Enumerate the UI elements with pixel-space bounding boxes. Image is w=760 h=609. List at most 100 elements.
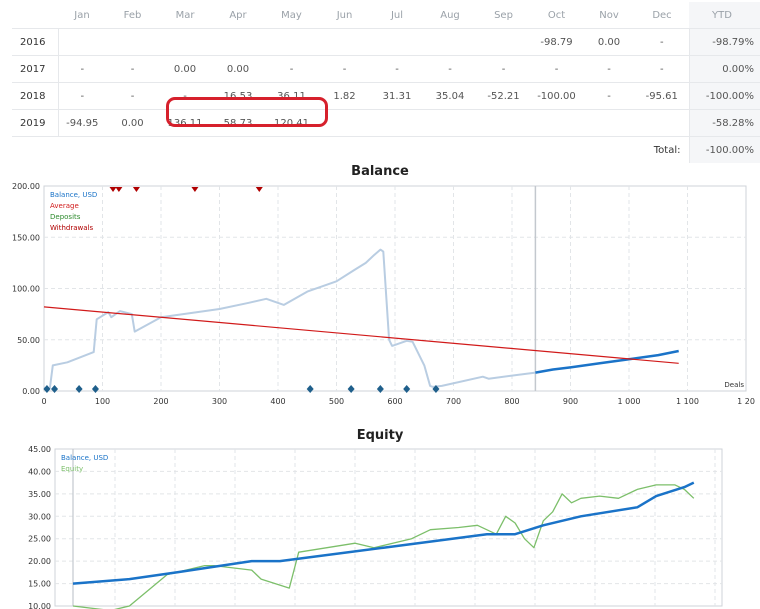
equity-chart-title: Equity [356, 428, 404, 443]
highlight-circle [166, 97, 328, 127]
table-row: 2019 -94.95 0.00 136.11 58.73 120.41 -58.28% [12, 109, 760, 137]
deposit-marker [432, 385, 440, 393]
header-apr: Apr [211, 2, 265, 29]
header-sep: Sep [477, 2, 530, 29]
deposit-marker [376, 385, 384, 393]
cell-may: 120.41 [265, 109, 318, 137]
deposit-marker [306, 385, 314, 393]
header-ytd: YTD [689, 2, 760, 29]
cell-oct: - [530, 55, 583, 83]
header-jul: Jul [371, 2, 423, 29]
cell-dec [635, 109, 689, 137]
legend-entry: Balance, USD [50, 191, 97, 199]
cell-aug: 35.04 [423, 82, 477, 110]
row-year: 2017 [12, 55, 59, 83]
y-tick-label: 35.00 [28, 490, 51, 499]
cell-sep [477, 109, 530, 137]
cell-sep: - [477, 55, 530, 83]
cell-oct [530, 109, 583, 137]
cell-nov: 0.00 [583, 28, 635, 56]
y-tick-label: 100.00 [12, 285, 40, 294]
y-tick-label: 25.00 [28, 535, 51, 544]
x-tick-label: 600 [387, 397, 402, 406]
deposit-marker [91, 385, 99, 393]
cell-ytd: 0.00% [688, 55, 760, 83]
balance-history-line [44, 248, 536, 389]
table-row: 2016 -98.79 0.00- -98.79% [12, 28, 760, 56]
x-tick-label: 300 [212, 397, 227, 406]
cell-jul: - [371, 55, 423, 83]
cell-jul: 31.31 [371, 82, 423, 110]
cell-apr: 16.53 [211, 82, 265, 110]
cell-may [265, 28, 318, 56]
cell-nov: - [583, 55, 635, 83]
table-row: 2018- - -16.53 36.11 1.82 31.31 35.04 -52.21 -10… [12, 82, 760, 110]
balance-chart-title: Balance [351, 164, 409, 179]
cell-nov: - [583, 82, 635, 110]
deposit-marker [43, 385, 51, 393]
legend-entry: Equity [61, 465, 83, 473]
y-tick-label: 40.00 [28, 467, 51, 476]
withdrawal-marker [109, 187, 117, 192]
total-row: Total: -100.00% [12, 136, 760, 163]
cell-mar [159, 28, 211, 56]
cell-aug: - [423, 55, 477, 83]
cell-jun [318, 28, 371, 56]
deposit-marker [403, 385, 411, 393]
y-tick-label: 30.00 [28, 512, 51, 521]
y-tick-label: 15.00 [28, 580, 51, 589]
cell-may: - [265, 55, 318, 83]
legend-entry: Average [50, 202, 79, 210]
cell-nov [583, 109, 635, 137]
header-oct: Oct [530, 2, 583, 29]
total-value: -100.00% [688, 136, 760, 163]
row-year: 2018 [12, 82, 59, 110]
cell-jan: - [58, 82, 106, 110]
cell-jul [371, 109, 423, 137]
cell-jul [371, 28, 423, 56]
header-year [12, 2, 58, 29]
y-tick-label: 50.00 [17, 336, 40, 345]
y-tick-label: 45.00 [28, 445, 51, 454]
table-row: 2017- -0.00 0.00- - - - - - - -0.00% [12, 55, 760, 83]
withdrawal-marker [191, 187, 199, 192]
header-feb: Feb [106, 2, 159, 29]
y-tick-label: 20.00 [28, 557, 51, 566]
row-year: 2016 [12, 28, 59, 56]
cell-apr [211, 28, 265, 56]
header-nov: Nov [583, 2, 635, 29]
x-tick-label: 200 [153, 397, 168, 406]
cell-feb: 0.00 [106, 109, 159, 137]
x-tick-label: 0 [41, 397, 46, 406]
average-line [43, 306, 679, 364]
cell-feb: - [106, 82, 159, 110]
header-may: May [265, 2, 318, 29]
y-tick-label: 0.00 [22, 387, 40, 396]
cell-oct: -98.79 [530, 28, 583, 56]
x-tick-label: 1 20 [737, 397, 755, 406]
cell-sep: -52.21 [477, 82, 530, 110]
cell-dec: - [635, 28, 689, 56]
deposit-marker [51, 385, 59, 393]
y-tick-label: 200.00 [12, 182, 40, 191]
x-tick-label: 1 000 [618, 397, 641, 406]
balance-chart: 0.00 50.00 100.00 150.00 200.00 0 100 200 300 400… [12, 182, 755, 406]
header-aug: Aug [423, 2, 477, 29]
cell-jan: -94.95 [58, 109, 106, 137]
cell-apr: 58.73 [211, 109, 265, 137]
header-mar: Mar [159, 2, 211, 29]
cell-oct: -100.00 [530, 82, 583, 110]
deposit-marker [75, 385, 83, 393]
x-tick-label: 1 100 [676, 397, 699, 406]
total-label: Total: [653, 144, 681, 156]
monthly-returns-table: Jan Feb Mar Apr May Jun Jul Aug Sep Oct … [12, 2, 760, 163]
withdrawal-marker [115, 187, 123, 192]
x-tick-label: 900 [563, 397, 578, 406]
cell-aug [423, 109, 477, 137]
cell-jan [58, 28, 106, 56]
cell-jan: - [58, 55, 106, 83]
x-tick-label: 400 [270, 397, 285, 406]
header-jun: Jun [318, 2, 371, 29]
cell-ytd: -98.79% [688, 28, 760, 56]
x-tick-label: 700 [446, 397, 461, 406]
